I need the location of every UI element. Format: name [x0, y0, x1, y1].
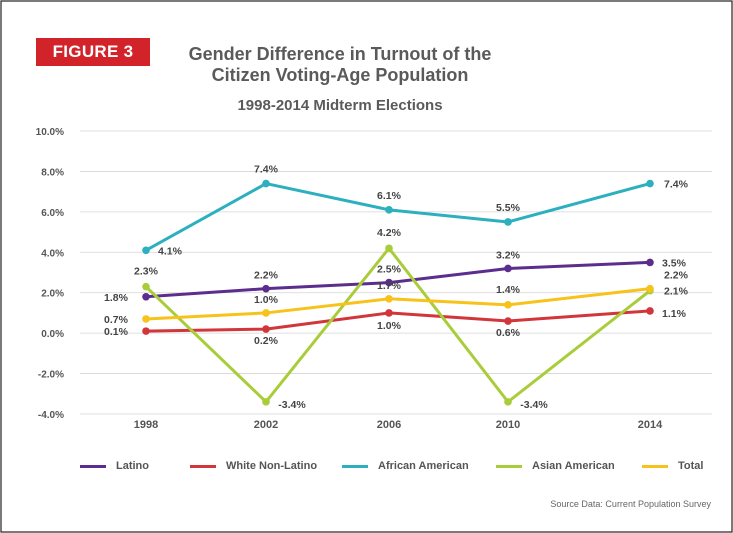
data-point	[504, 317, 512, 325]
data-point	[262, 179, 270, 188]
data-label: 2.2%	[254, 270, 279, 282]
data-point	[504, 264, 512, 273]
x-tick-label: 1998	[134, 419, 158, 431]
legend-swatch-african-american	[342, 464, 368, 468]
data-point	[262, 284, 270, 293]
source-note: Source Data: Current Population Survey	[550, 499, 711, 509]
legend-item-latino: Latino	[80, 460, 149, 472]
data-label: 1.8%	[104, 292, 129, 304]
legend-label-latino: Latino	[116, 460, 149, 472]
data-label: 4.1%	[158, 245, 183, 257]
data-point	[385, 278, 393, 287]
y-tick-label: 8.0%	[41, 167, 64, 178]
data-point	[504, 301, 512, 309]
data-point	[142, 246, 150, 255]
data-point	[646, 307, 654, 315]
y-tick-label: 0.0%	[41, 329, 64, 340]
data-label: -3.4%	[278, 399, 306, 411]
x-tick-label: 2014	[638, 419, 663, 431]
data-label: 0.7%	[104, 314, 129, 326]
data-label: 7.4%	[664, 179, 689, 191]
data-point	[385, 294, 393, 303]
x-tick-label: 2002	[254, 419, 278, 431]
data-point	[142, 315, 150, 323]
data-point	[262, 309, 270, 317]
data-label: 0.1%	[104, 326, 129, 338]
legend-swatch-latino	[80, 464, 106, 468]
y-tick-label: 2.0%	[41, 289, 64, 300]
data-label: 1.0%	[254, 294, 279, 306]
x-tick-label: 2006	[377, 419, 401, 431]
data-point	[142, 292, 150, 301]
data-point	[646, 179, 654, 188]
data-point	[385, 244, 393, 253]
data-point	[646, 284, 654, 293]
data-point	[646, 258, 654, 267]
data-point	[262, 325, 270, 333]
data-label: 7.4%	[254, 164, 279, 176]
legend-item-white-non-latino: White Non-Latino	[190, 460, 317, 472]
data-label: 2.5%	[377, 264, 402, 276]
data-label: 4.2%	[377, 227, 402, 239]
data-point	[385, 309, 393, 317]
data-label: 1.7%	[377, 280, 402, 292]
legend-item-african-american: African American	[342, 460, 469, 472]
y-tick-label: 10.0%	[36, 127, 64, 138]
data-point	[142, 327, 150, 335]
data-label: 0.2%	[254, 335, 279, 347]
data-label: 2.3%	[134, 266, 159, 278]
legend-label-white-non-latino: White Non-Latino	[226, 460, 318, 472]
x-tick-label: 2010	[496, 419, 520, 431]
y-tick-label: -2.0%	[38, 370, 64, 381]
data-point	[504, 218, 512, 226]
data-point	[262, 398, 270, 406]
figure-badge: FIGURE 3	[36, 38, 150, 66]
data-label: 5.5%	[496, 202, 521, 214]
data-label: -3.4%	[520, 399, 548, 411]
legend-label-asian-american: Asian American	[532, 460, 615, 472]
data-label: 6.1%	[377, 190, 402, 202]
legend-swatch-asian-american	[496, 464, 522, 468]
legend-item-total: Total	[642, 460, 703, 472]
data-label: 2.1%	[664, 286, 689, 298]
data-label: 1.1%	[662, 308, 687, 320]
data-point	[504, 398, 512, 406]
legend-swatch-total	[642, 464, 668, 468]
data-point	[142, 282, 150, 291]
data-label: 1.0%	[377, 320, 402, 332]
chart-title: Gender Difference in Turnout of the Citi…	[188, 44, 492, 85]
legend-item-asian-american: Asian American	[496, 460, 615, 472]
y-tick-label: 4.0%	[41, 248, 64, 259]
data-label: 2.2%	[664, 270, 689, 282]
data-label: 1.4%	[496, 284, 521, 296]
y-tick-label: -4.0%	[38, 410, 64, 421]
data-point	[385, 206, 393, 214]
data-label: 3.5%	[662, 257, 687, 269]
legend-swatch-white-non-latino	[190, 464, 216, 468]
legend-label-african-american: African American	[378, 460, 469, 472]
data-label: 3.2%	[496, 249, 521, 261]
legend-label-total: Total	[678, 460, 704, 472]
chart-subtitle: 1998-2014 Midterm Elections	[237, 97, 443, 114]
y-tick-label: 6.0%	[41, 208, 64, 219]
data-label: 0.6%	[496, 327, 521, 339]
chart-legend: Latino White Non-Latino African American…	[80, 460, 710, 478]
